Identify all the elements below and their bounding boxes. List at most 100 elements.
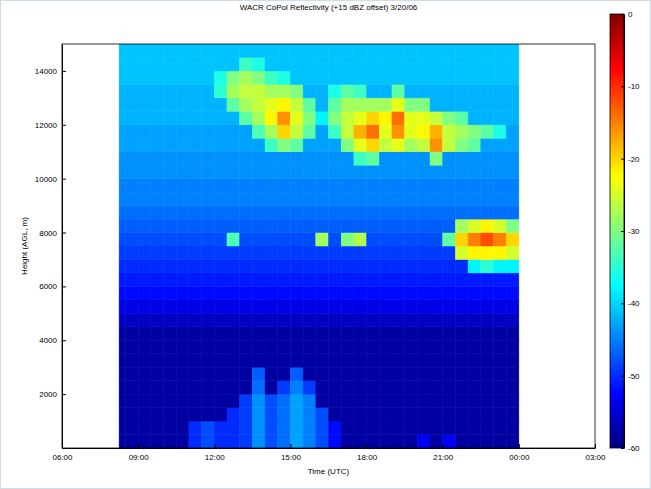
heatmap-cell [443,408,456,421]
heatmap-cell [303,192,316,205]
heatmap-cell [329,57,342,70]
heatmap-cell [329,206,342,219]
x-tick-label: 12:00 [205,453,226,462]
heatmap-cell [354,286,367,299]
heatmap-cell [252,44,265,57]
heatmap-cell [367,354,380,367]
heatmap-cell [189,421,202,434]
heatmap-cell [443,354,456,367]
heatmap-cell [481,259,494,272]
heatmap-cell [506,327,519,340]
heatmap-cell [417,84,430,97]
heatmap-cell [455,179,468,192]
heatmap-cell [227,125,240,138]
heatmap-cell [379,313,392,326]
colorbar-tick-mark [621,86,624,87]
heatmap-cell [240,98,253,111]
heatmap-cell [303,300,316,313]
heatmap-cell [493,179,506,192]
heatmap-cell [303,44,316,57]
heatmap-cell [119,273,125,286]
heatmap-cell [240,71,253,84]
heatmap-cell [176,246,189,259]
heatmap-cell [214,98,227,111]
heatmap-cell [303,152,316,165]
heatmap-cell [417,125,430,138]
heatmap-cell [290,273,303,286]
heatmap-cell [202,179,215,192]
heatmap-cell [341,286,354,299]
heatmap-cell [468,71,481,84]
heatmap-cell [506,84,519,97]
heatmap-cell [506,179,519,192]
heatmap-cell [278,206,291,219]
heatmap-cell [341,435,354,448]
heatmap-cell [367,421,380,434]
heatmap-cell [481,152,494,165]
x-tick: 15:00 [281,444,302,462]
heatmap-cell [119,71,125,84]
heatmap-cell [214,435,227,448]
heatmap-cell [481,44,494,57]
heatmap-cell [252,313,265,326]
y-tick-mark [62,179,66,180]
heatmap-cell [265,327,278,340]
heatmap-cell [227,192,240,205]
heatmap-cell [189,84,202,97]
x-tick: 21:00 [433,444,454,462]
heatmap-cell [430,435,443,448]
heatmap-cell [506,219,519,232]
heatmap-cell [392,98,405,111]
heatmap-cell [417,286,430,299]
heatmap-cell [189,300,202,313]
heatmap-cell [151,57,164,70]
heatmap-cell [189,394,202,407]
heatmap-cell [430,84,443,97]
heatmap-cell [341,246,354,259]
heatmap-cell [303,394,316,407]
heatmap-cell [506,394,519,407]
heatmap-cell [481,394,494,407]
y-tick: 12000 [35,121,66,130]
heatmap-cell [227,179,240,192]
heatmap-cell [430,57,443,70]
heatmap-cell [481,246,494,259]
heatmap-cell [138,165,151,178]
heatmap-cell [189,408,202,421]
heatmap-cell [278,354,291,367]
heatmap-cell [303,340,316,353]
heatmap-cell [341,273,354,286]
heatmap-cell [493,408,506,421]
heatmap-cell [151,44,164,57]
heatmap-cell [455,192,468,205]
heatmap-cell [341,367,354,380]
heatmap-cell [176,125,189,138]
heatmap-cell [455,219,468,232]
heatmap-cell [227,152,240,165]
heatmap-cell [417,98,430,111]
heatmap-cell [202,408,215,421]
heatmap-cell [341,71,354,84]
colorbar-tick-mark [621,448,624,449]
heatmap-cell [278,286,291,299]
heatmap-cell [189,435,202,448]
heatmap-cell [176,408,189,421]
heatmap-cell [214,138,227,151]
heatmap-cell [125,125,138,138]
heatmap-cell [164,165,177,178]
heatmap-cell [214,44,227,57]
heatmap-cell [202,435,215,448]
heatmap-cell [278,233,291,246]
heatmap-cell [405,152,418,165]
heatmap-cell [138,233,151,246]
heatmap-cell [214,179,227,192]
heatmap-cell [164,57,177,70]
heatmap-cell [379,435,392,448]
heatmap-cell [392,273,405,286]
heatmap-cell [481,206,494,219]
heatmap-cell [379,219,392,232]
heatmap-cell [189,354,202,367]
heatmap-cell [506,421,519,434]
heatmap-cell [119,44,125,57]
heatmap-cell [367,259,380,272]
